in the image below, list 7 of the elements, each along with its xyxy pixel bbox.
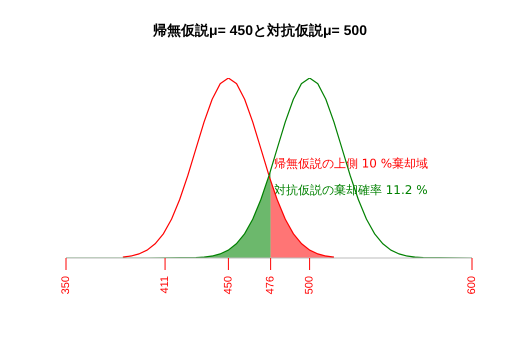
x-tick-label: 411: [159, 276, 172, 294]
x-tick-label: 476: [264, 276, 277, 294]
x-tick-label: 600: [466, 276, 478, 294]
x-tick-label: 500: [304, 276, 316, 294]
x-tick-label: 450: [222, 276, 234, 294]
x-tick-label: 350: [60, 276, 72, 294]
chart-title: 帰無仮説μ= 450と対抗仮説μ= 500: [152, 22, 368, 40]
